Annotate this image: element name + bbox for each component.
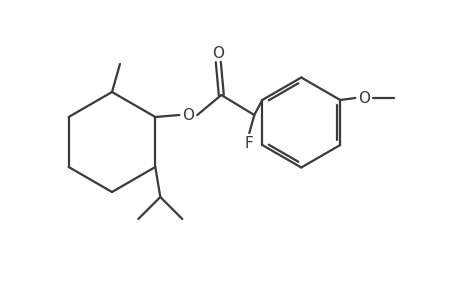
Text: O: O <box>182 107 194 122</box>
Text: O: O <box>358 91 369 106</box>
Text: F: F <box>244 136 253 151</box>
Text: O: O <box>212 46 224 61</box>
